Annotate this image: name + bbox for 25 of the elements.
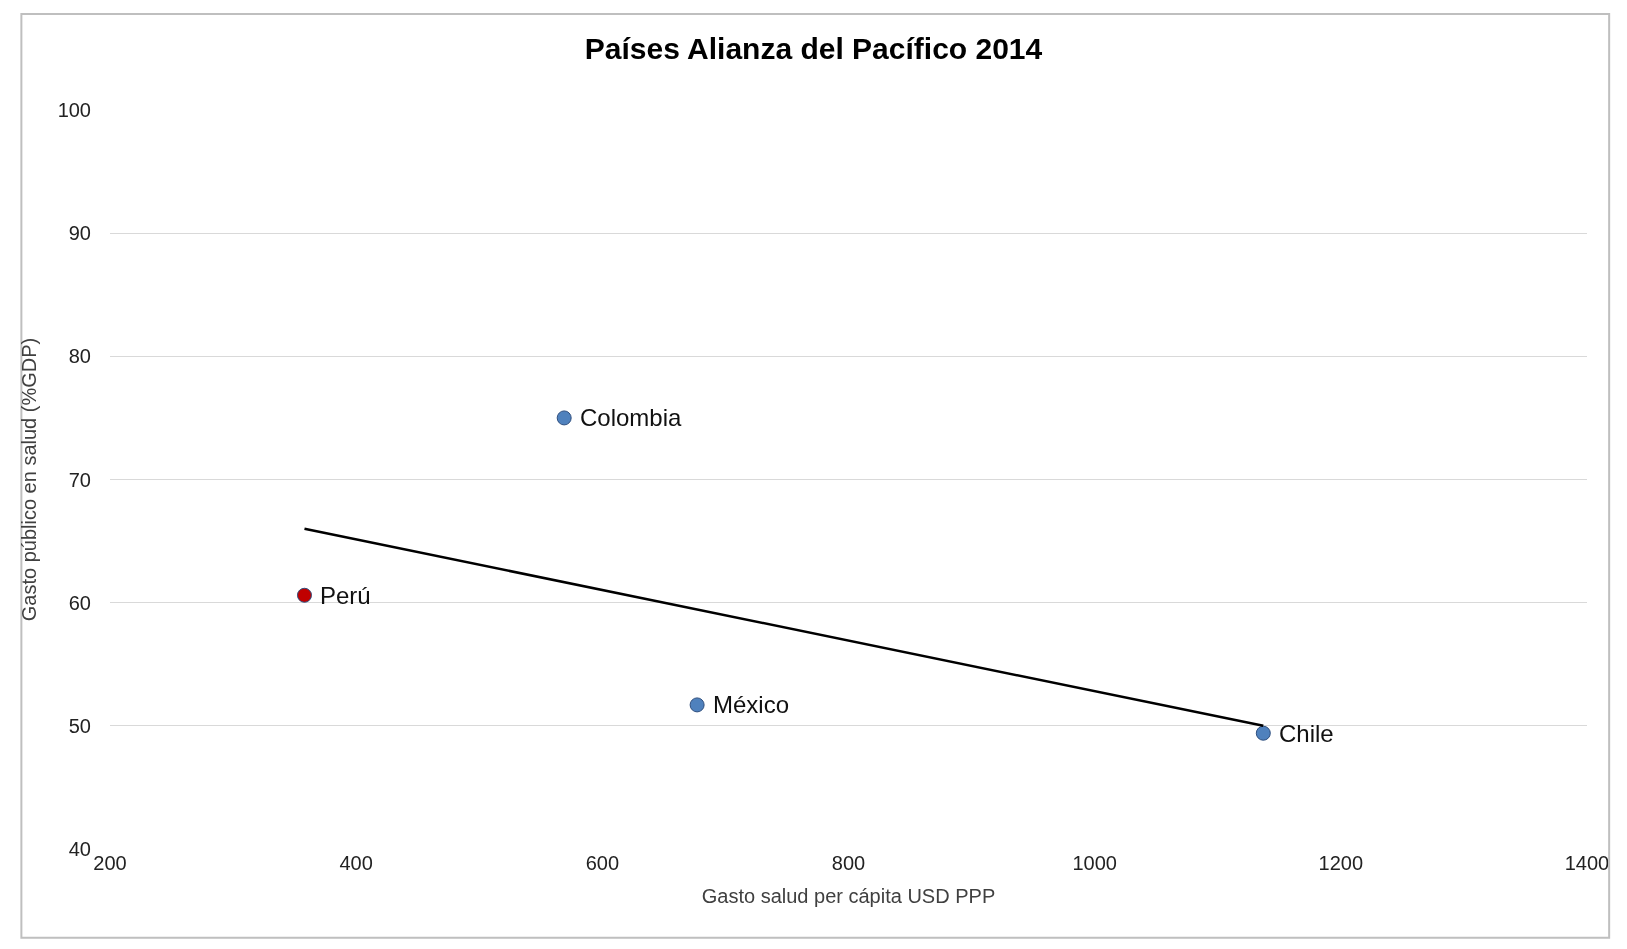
y-tick-label: 90 (68, 222, 91, 245)
x-tick-label: 600 (585, 852, 620, 874)
annotation: Chile (1279, 720, 1334, 747)
point (296, 587, 312, 603)
x-tick-label: 1400 (1564, 852, 1610, 874)
annotation: México (713, 691, 790, 718)
annotation: Perú (320, 582, 371, 609)
x-tick-label: 800 (831, 852, 866, 874)
x-tick-label: 200 (93, 852, 127, 874)
annotation: Colombia (580, 404, 683, 431)
x-tick-label: 400 (339, 852, 373, 874)
point (689, 697, 705, 713)
x-tick-label: 1200 (1318, 852, 1364, 874)
y-axis-title: Gasto público en salud (%GDP) (18, 337, 41, 622)
x-tick-label: 1000 (1072, 852, 1117, 874)
y-tick-label: 60 (68, 591, 91, 614)
y-tick-label: 100 (57, 99, 91, 121)
y-tick-label: 40 (68, 838, 91, 860)
chart-title: Países Alianza del Pacífico 2014 (584, 31, 1043, 65)
point (1255, 725, 1271, 741)
point (556, 410, 572, 426)
y-tick-label: 80 (68, 345, 91, 368)
y-tick-label: 50 (68, 714, 91, 737)
y-tick-label: 70 (68, 468, 91, 491)
x-axis-title: Gasto salud per cápita USD PPP (701, 884, 996, 907)
